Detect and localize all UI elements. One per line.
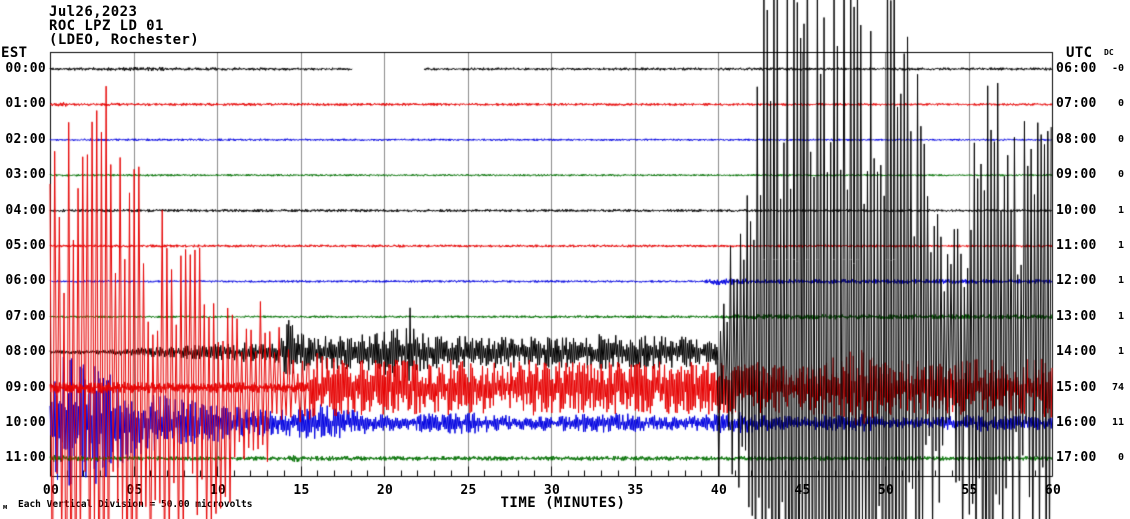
row-label-utc: 15:00 — [1056, 379, 1097, 395]
x-tick-label: 55 — [961, 483, 978, 498]
row-dc-value: 0 — [1117, 98, 1124, 110]
x-tick-label: 35 — [627, 483, 644, 498]
x-tick-label: 50 — [877, 483, 895, 498]
x-tick-label: 10 — [209, 483, 227, 498]
row-label-utc: 11:00 — [1056, 238, 1097, 253]
x-tick-label: 25 — [460, 483, 477, 498]
scale-note: Each Vertical Division = 50.00 microvolt… — [18, 499, 253, 510]
right-axis-header: UTC — [1066, 45, 1093, 61]
row-dc-value: 1 — [1117, 240, 1124, 251]
x-tick-label: 60 — [1044, 483, 1062, 498]
row-label-est: 01:00 — [5, 96, 46, 112]
dc-column-header: DC — [1104, 48, 1114, 57]
x-tick-label: 40 — [710, 483, 728, 498]
row-dc-value: 1 — [1117, 275, 1124, 287]
x-tick-label: 20 — [376, 483, 394, 498]
row-label-utc: 07:00 — [1056, 96, 1097, 112]
corner-mark: м — [3, 503, 8, 511]
x-tick-label: 05 — [126, 483, 143, 498]
row-label-est: 09:00 — [5, 379, 46, 395]
row-dc-value: 1 — [1117, 346, 1124, 358]
row-label-est: 06:00 — [5, 273, 46, 289]
row-label-utc: 08:00 — [1056, 131, 1097, 147]
row-label-est: 08:00 — [5, 344, 46, 360]
row-label-utc: 13:00 — [1056, 308, 1097, 324]
header-station: ROC LPZ LD 01 — [49, 18, 164, 34]
row-label-est: 03:00 — [5, 167, 46, 183]
row-dc-value: 0 — [1117, 452, 1124, 464]
x-tick-label: 15 — [293, 483, 310, 498]
left-axis-header: EST — [1, 45, 28, 61]
row-label-est: 00:00 — [5, 61, 46, 76]
row-dc-value: -0 — [1111, 63, 1124, 74]
x-tick-label: 45 — [794, 483, 811, 498]
row-dc-value: 74 — [1111, 381, 1124, 393]
row-dc-value: 11 — [1111, 417, 1124, 428]
row-dc-value: 0 — [1117, 169, 1124, 181]
row-label-utc: 06:00 — [1056, 61, 1097, 76]
row-dc-value: 0 — [1117, 133, 1124, 145]
x-tick-label: 30 — [543, 483, 561, 498]
x-tick-label: 00 — [42, 483, 60, 498]
row-label-utc: 14:00 — [1056, 344, 1097, 360]
row-label-utc: 12:00 — [1056, 273, 1097, 289]
row-label-est: 02:00 — [5, 131, 46, 147]
row-label-est: 04:00 — [5, 202, 46, 218]
row-label-utc: 16:00 — [1056, 415, 1097, 430]
row-dc-value: 1 — [1117, 204, 1124, 216]
row-label-utc: 17:00 — [1056, 450, 1097, 466]
header-location: (LDEO, Rochester) — [49, 32, 200, 48]
row-label-utc: 09:00 — [1056, 167, 1097, 183]
row-label-est: 10:00 — [5, 415, 46, 430]
row-dc-value: 1 — [1117, 310, 1124, 322]
row-label-est: 05:00 — [5, 238, 46, 253]
row-label-est: 11:00 — [5, 450, 46, 466]
header-date: Jul26,2023 — [49, 4, 138, 20]
row-label-est: 07:00 — [5, 308, 46, 324]
row-label-utc: 10:00 — [1056, 202, 1097, 218]
